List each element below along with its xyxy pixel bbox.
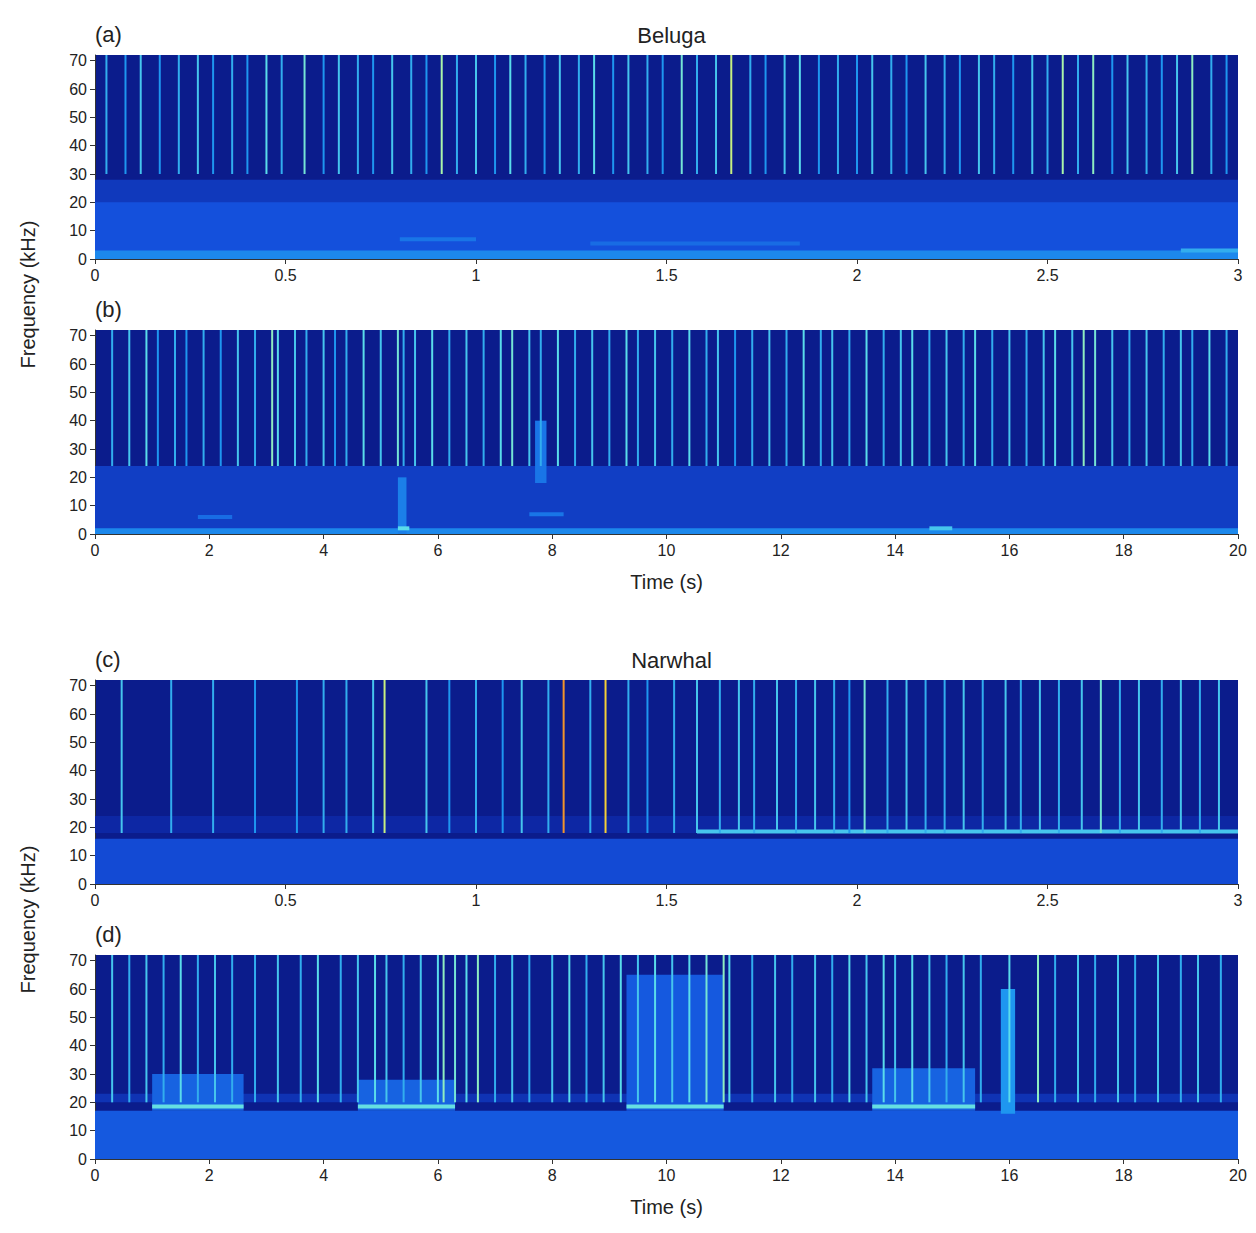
svg-text:70: 70: [69, 327, 87, 344]
svg-text:10: 10: [658, 542, 676, 559]
svg-text:0: 0: [78, 526, 87, 543]
svg-text:2: 2: [853, 892, 862, 909]
svg-text:30: 30: [69, 166, 87, 183]
svg-text:1: 1: [472, 892, 481, 909]
svg-text:4: 4: [319, 542, 328, 559]
svg-text:40: 40: [69, 762, 87, 779]
svg-text:20: 20: [1229, 1167, 1247, 1184]
svg-text:4: 4: [319, 1167, 328, 1184]
svg-text:60: 60: [69, 356, 87, 373]
svg-text:50: 50: [69, 1009, 87, 1026]
svg-text:0: 0: [91, 1167, 100, 1184]
svg-text:40: 40: [69, 412, 87, 429]
svg-text:8: 8: [548, 1167, 557, 1184]
svg-text:30: 30: [69, 791, 87, 808]
svg-text:1: 1: [472, 267, 481, 284]
svg-text:16: 16: [1001, 542, 1019, 559]
svg-text:12: 12: [772, 1167, 790, 1184]
svg-text:20: 20: [69, 194, 87, 211]
svg-text:50: 50: [69, 384, 87, 401]
svg-text:6: 6: [433, 542, 442, 559]
svg-text:18: 18: [1115, 542, 1133, 559]
svg-text:10: 10: [69, 497, 87, 514]
svg-text:70: 70: [69, 677, 87, 694]
svg-text:70: 70: [69, 952, 87, 969]
svg-text:40: 40: [69, 137, 87, 154]
svg-text:2: 2: [205, 542, 214, 559]
svg-text:1.5: 1.5: [655, 892, 677, 909]
svg-text:1.5: 1.5: [655, 267, 677, 284]
svg-text:60: 60: [69, 706, 87, 723]
svg-text:2.5: 2.5: [1036, 267, 1058, 284]
svg-text:20: 20: [69, 469, 87, 486]
svg-text:60: 60: [69, 981, 87, 998]
svg-text:0: 0: [91, 267, 100, 284]
svg-text:20: 20: [69, 819, 87, 836]
svg-text:3: 3: [1234, 267, 1243, 284]
svg-text:2: 2: [853, 267, 862, 284]
svg-text:Beluga: Beluga: [637, 23, 706, 48]
svg-text:30: 30: [69, 1066, 87, 1083]
svg-text:Time (s): Time (s): [630, 1196, 703, 1218]
svg-text:14: 14: [886, 542, 904, 559]
svg-text:30: 30: [69, 441, 87, 458]
svg-text:Frequency (kHz): Frequency (kHz): [17, 846, 39, 994]
svg-text:40: 40: [69, 1037, 87, 1054]
svg-text:12: 12: [772, 542, 790, 559]
svg-text:(a): (a): [95, 22, 122, 47]
svg-text:50: 50: [69, 734, 87, 751]
svg-text:(b): (b): [95, 297, 122, 322]
svg-text:2: 2: [205, 1167, 214, 1184]
svg-text:2.5: 2.5: [1036, 892, 1058, 909]
svg-text:0.5: 0.5: [274, 267, 296, 284]
svg-text:(d): (d): [95, 922, 122, 947]
svg-text:60: 60: [69, 81, 87, 98]
svg-text:14: 14: [886, 1167, 904, 1184]
svg-text:Narwhal: Narwhal: [631, 648, 712, 673]
svg-text:0: 0: [91, 892, 100, 909]
svg-text:0.5: 0.5: [274, 892, 296, 909]
svg-text:20: 20: [1229, 542, 1247, 559]
svg-text:10: 10: [658, 1167, 676, 1184]
svg-text:16: 16: [1001, 1167, 1019, 1184]
svg-text:50: 50: [69, 109, 87, 126]
svg-text:20: 20: [69, 1094, 87, 1111]
svg-text:0: 0: [78, 876, 87, 893]
svg-text:10: 10: [69, 847, 87, 864]
svg-text:8: 8: [548, 542, 557, 559]
svg-text:18: 18: [1115, 1167, 1133, 1184]
svg-text:0: 0: [91, 542, 100, 559]
svg-text:0: 0: [78, 1151, 87, 1168]
svg-text:3: 3: [1234, 892, 1243, 909]
svg-text:10: 10: [69, 1122, 87, 1139]
svg-text:6: 6: [433, 1167, 442, 1184]
svg-text:70: 70: [69, 52, 87, 69]
svg-text:Frequency (kHz): Frequency (kHz): [17, 221, 39, 369]
svg-text:10: 10: [69, 222, 87, 239]
svg-text:(c): (c): [95, 647, 121, 672]
svg-text:Time (s): Time (s): [630, 571, 703, 593]
svg-text:0: 0: [78, 251, 87, 268]
